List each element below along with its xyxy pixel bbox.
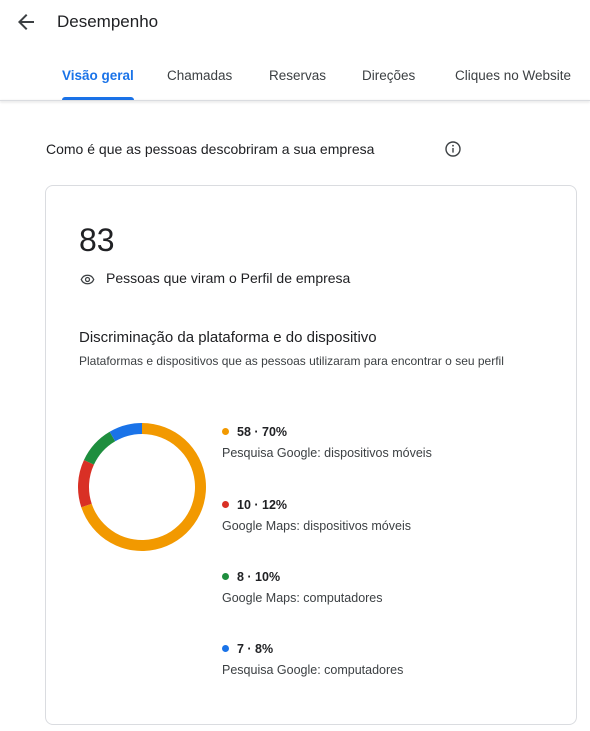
legend-label: Google Maps: dispositivos móveis (222, 519, 411, 533)
tab-bar: Visão geral Chamadas Reservas Direções C… (0, 56, 590, 100)
total-views-label: Pessoas que viram o Perfil de empresa (106, 270, 351, 286)
legend-dot (222, 573, 229, 580)
tab-chamadas[interactable]: Chamadas (167, 68, 233, 83)
legend-label: Pesquisa Google: computadores (222, 663, 404, 677)
tab-direcoes[interactable]: Direções (362, 68, 416, 83)
legend-value: 58 · 70% (237, 425, 288, 439)
tab-reservas[interactable]: Reservas (269, 68, 327, 83)
legend-dot (222, 501, 229, 508)
legend-label: Google Maps: computadores (222, 591, 383, 605)
back-button[interactable] (14, 10, 38, 34)
top-bar: Desempenho (0, 0, 590, 44)
discovery-card (45, 185, 577, 725)
legend-dot (222, 645, 229, 652)
breakdown-title: Discriminação da plataforma e do disposi… (79, 329, 377, 346)
page-title: Desempenho (57, 12, 159, 31)
legend-value: 7 · 8% (237, 642, 274, 656)
tabs-divider (0, 100, 590, 101)
legend-value: 10 · 12% (237, 498, 288, 512)
total-views-count: 83 (79, 222, 115, 258)
legend-label: Pesquisa Google: dispositivos móveis (222, 446, 432, 460)
breakdown-subtitle: Plataformas e dispositivos que as pessoa… (79, 354, 504, 368)
donut-slice[interactable] (83, 431, 116, 465)
tab-visao-geral[interactable]: Visão geral (62, 68, 134, 83)
arrow-left-icon (18, 14, 34, 30)
donut-slice[interactable] (109, 423, 142, 442)
tab-cliques-no-website[interactable]: Cliques no Website (455, 68, 572, 83)
section-title: Como é que as pessoas descobriram a sua … (46, 141, 375, 157)
platform-donut-chart (78, 423, 206, 551)
legend-value: 8 · 10% (237, 570, 281, 584)
active-tab-indicator (62, 97, 134, 100)
eye-icon (79, 271, 96, 288)
legend-dot (222, 428, 229, 435)
donut-slice[interactable] (78, 460, 94, 508)
info-icon[interactable] (444, 140, 462, 158)
